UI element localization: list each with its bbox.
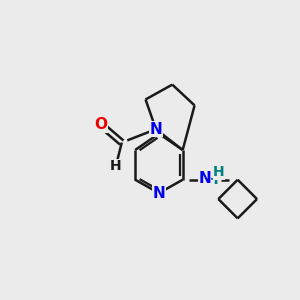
Text: H: H [213, 165, 225, 179]
Text: H: H [110, 159, 122, 173]
Text: O: O [94, 117, 107, 132]
Text: H: H [207, 173, 218, 187]
Text: N: N [198, 171, 211, 186]
Text: N: N [150, 122, 162, 137]
Text: N: N [152, 186, 165, 201]
